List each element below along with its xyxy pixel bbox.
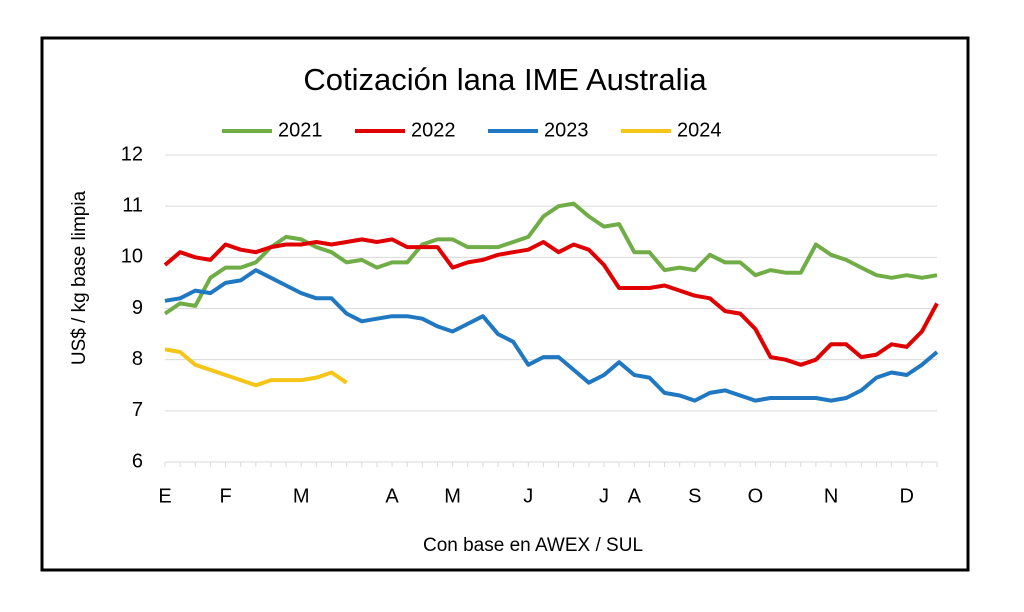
legend-label: 2023 <box>544 119 589 141</box>
x-tick-label: J <box>523 485 533 507</box>
x-axis-title: Con base en AWEX / SUL <box>423 535 643 556</box>
x-tick-label: J <box>599 485 609 507</box>
y-tick-label: 7 <box>132 399 143 421</box>
y-tick-label: 12 <box>121 143 143 165</box>
legend-label: 2021 <box>278 119 323 141</box>
y-tick-label: 8 <box>132 348 143 370</box>
series-line <box>163 237 939 367</box>
y-axis-title: US$ / kg base limpia <box>69 190 90 365</box>
series-line <box>164 268 939 403</box>
x-tick-label: E <box>158 485 171 507</box>
x-tick-label: F <box>219 485 231 507</box>
legend-label: 2024 <box>677 119 722 141</box>
y-tick-label: 11 <box>122 194 143 216</box>
legend-label: 2022 <box>411 119 456 141</box>
series-line <box>163 201 938 316</box>
x-tick-label: M <box>293 485 310 507</box>
x-tick-label: M <box>444 485 461 507</box>
y-tick-label: 9 <box>132 297 143 319</box>
x-tick-label: A <box>628 485 642 507</box>
chart-title: Cotización lana IME Australia <box>303 62 707 97</box>
x-tick-label: N <box>824 485 838 507</box>
series-line <box>164 347 348 388</box>
x-tick-label: O <box>748 485 764 507</box>
y-tick-label: 6 <box>132 450 143 472</box>
x-tick-label: S <box>688 485 701 507</box>
x-tick-label: A <box>385 485 399 507</box>
x-tick-label: D <box>899 485 913 507</box>
y-tick-label: 10 <box>121 246 143 268</box>
